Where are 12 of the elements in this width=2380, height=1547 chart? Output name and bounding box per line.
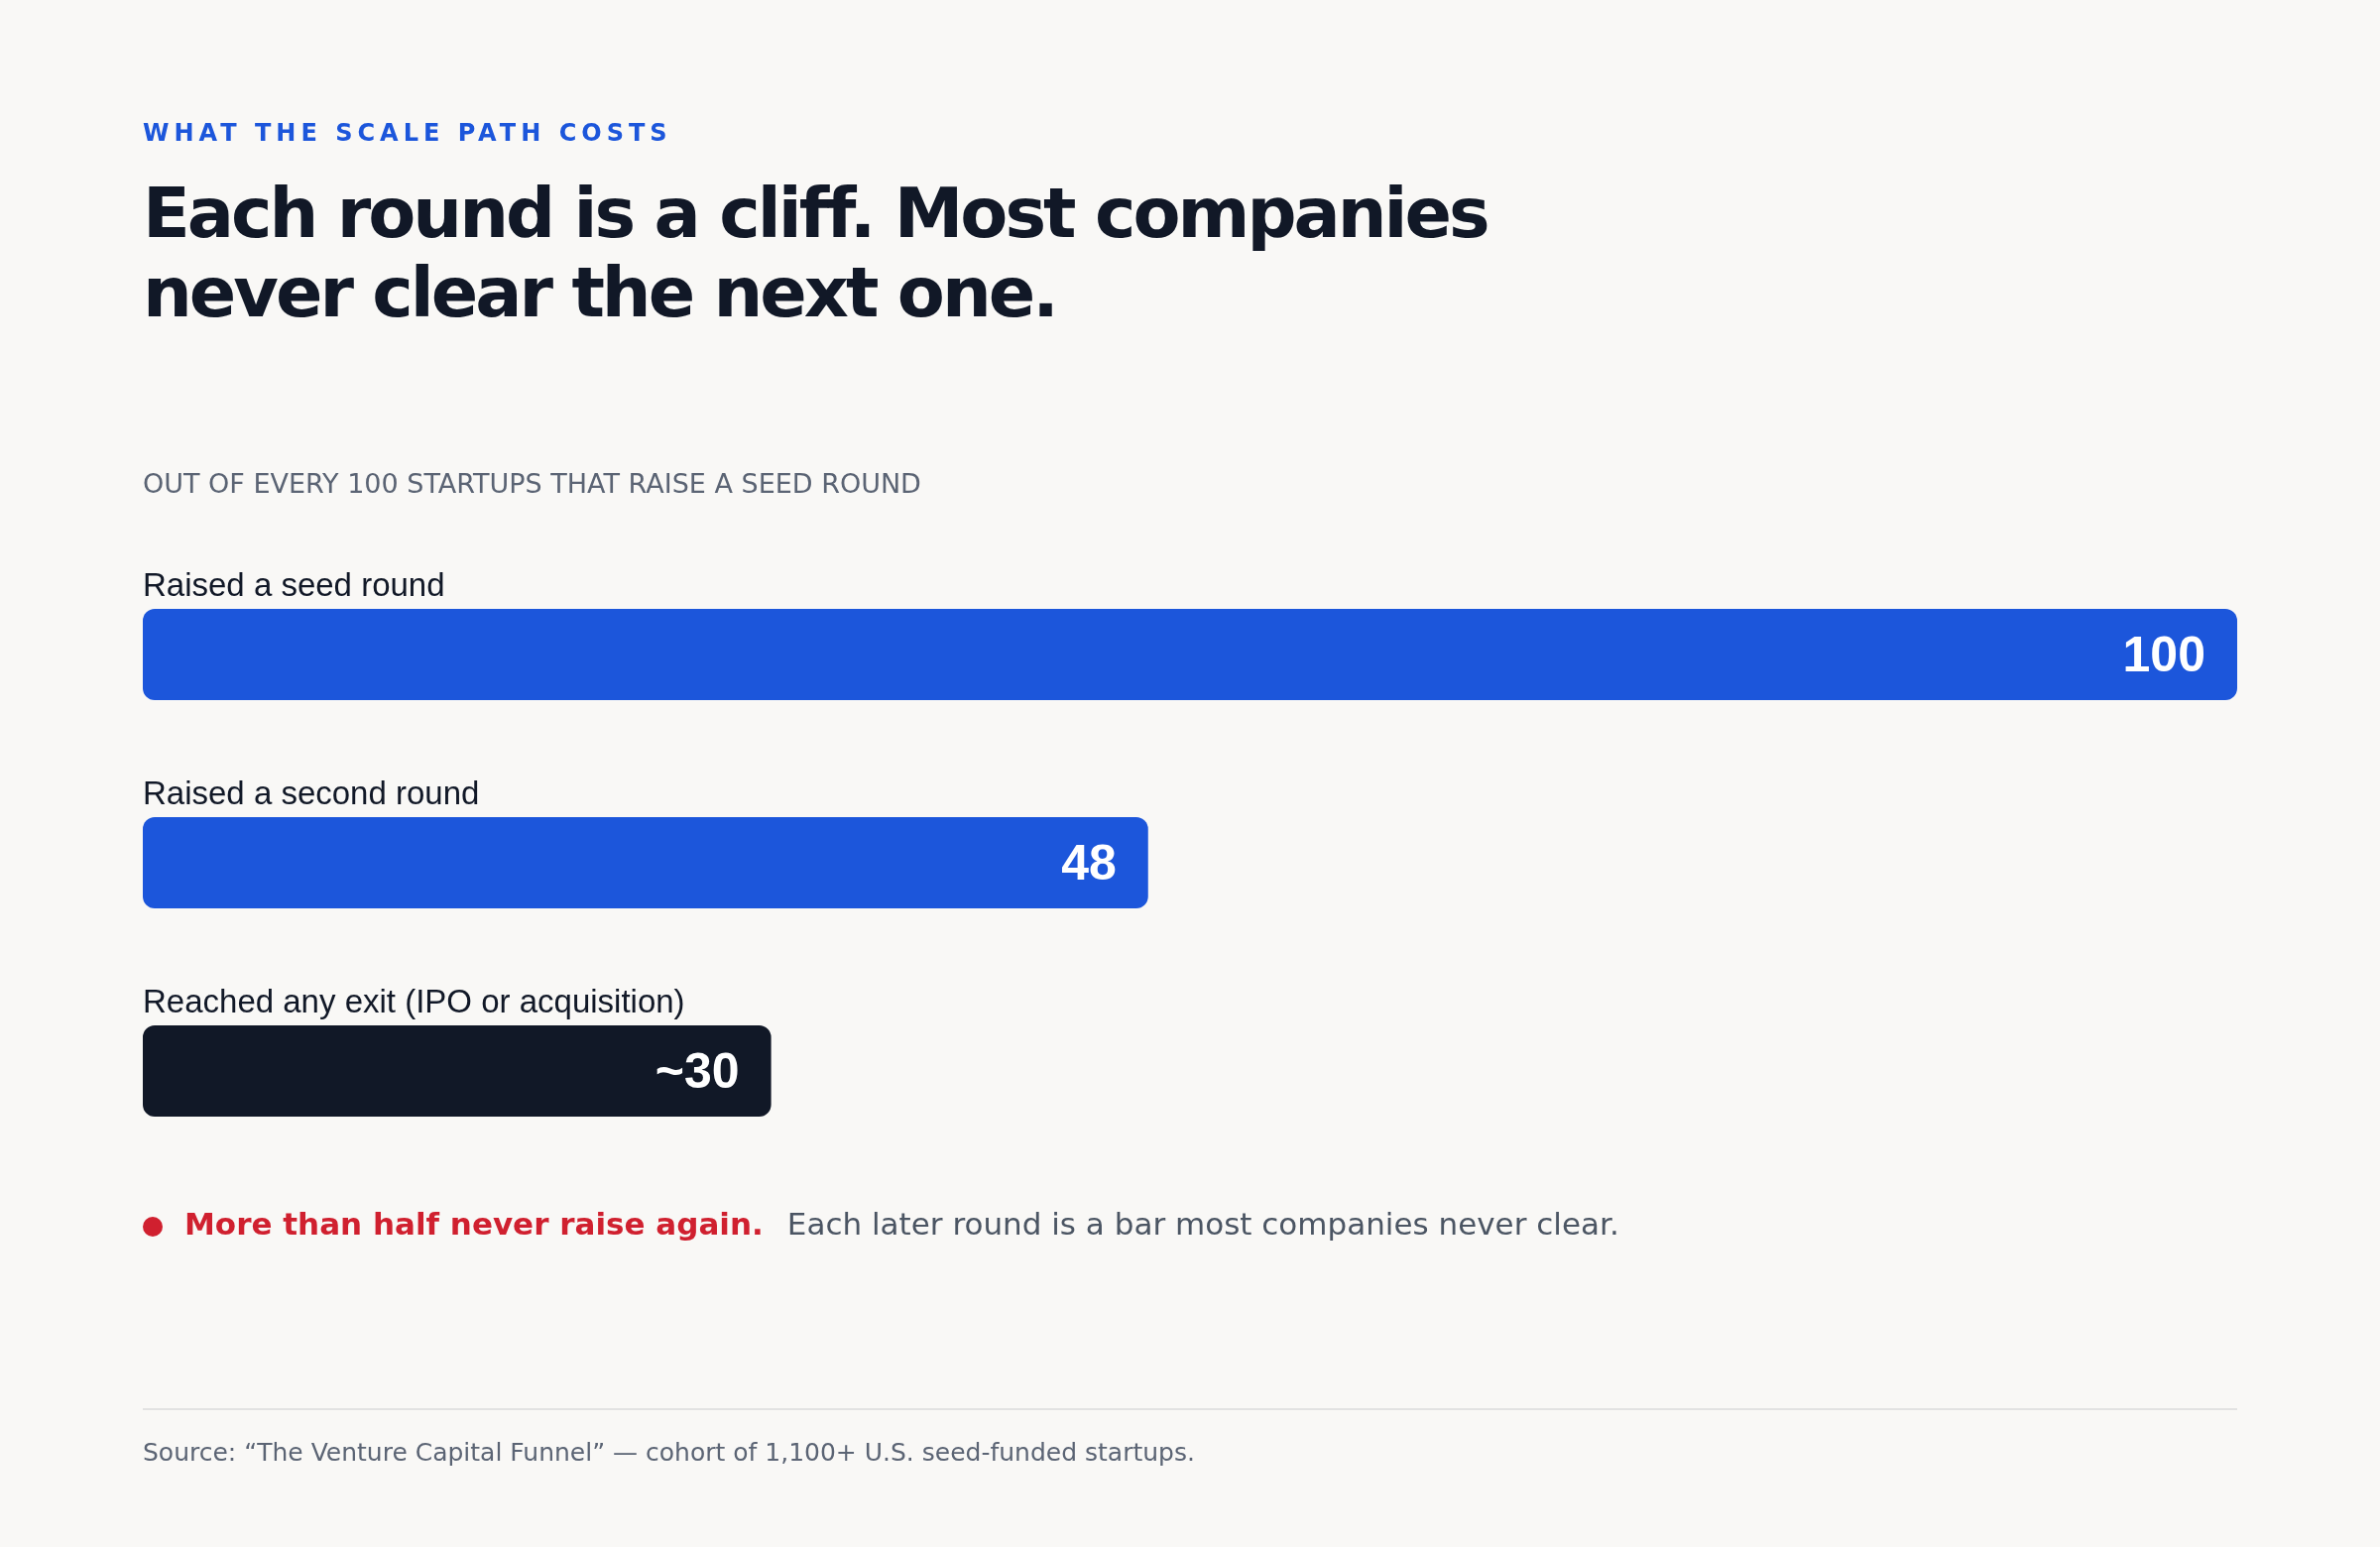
y-tick-label: Raised a seed round [143,566,445,603]
annotation: OUT OF EVERY 100 STARTUPS THAT RAISE A SEED ROUND [143,468,921,499]
data-label: 48 [1061,835,1117,891]
text: Each later round is a bar most companies never clear. [786,1206,1619,1242]
data-label: ~30 [654,1043,740,1099]
source-note: Source: “The Venture Capital Funnel” — cohort of 1,100+ U.S. seed-funded startups. [143,1438,1195,1467]
y-tick-label: Reached any exit (IPO or acquisition) [143,983,685,1019]
data-label: 100 [2122,627,2205,682]
chart-subtitle: WHAT THE SCALE PATH COSTS [143,119,672,147]
chart-title: Each round is a cliff. Most companies never clear the next one. [143,173,1488,333]
y-tick-label: Raised a second round [143,774,480,811]
text: More than half never raise again. [184,1206,764,1242]
